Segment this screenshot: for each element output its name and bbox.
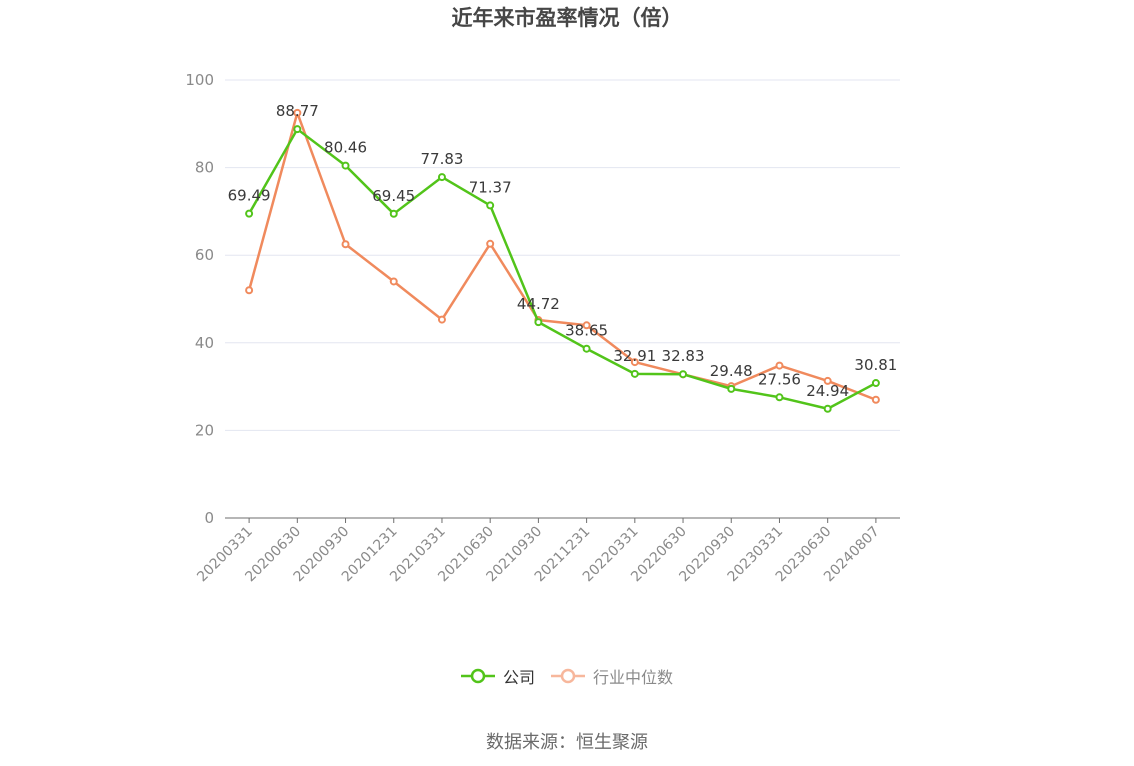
y-tick-label: 80 — [195, 159, 214, 177]
data-label-company: 24.94 — [806, 382, 849, 400]
y-tick-label: 100 — [185, 71, 214, 89]
data-label-company: 38.65 — [565, 322, 608, 340]
data-point-industry-median — [775, 361, 784, 370]
data-point-company — [775, 393, 784, 402]
legend-line-circle-icon — [460, 668, 495, 684]
data-point-company — [293, 125, 302, 134]
data-point-industry-median — [293, 108, 302, 117]
data-label-company: 88.77 — [276, 102, 319, 120]
data-label-company: 69.45 — [372, 187, 415, 205]
data-label-company: 69.49 — [228, 187, 271, 205]
data-label-company: 27.56 — [758, 370, 801, 388]
data-point-company — [727, 384, 736, 393]
data-point-company — [679, 370, 688, 379]
legend-line-circle-icon — [551, 668, 585, 684]
data-point-company — [341, 161, 350, 170]
y-tick-label: 20 — [195, 421, 214, 439]
data-label-company: 32.91 — [613, 347, 656, 365]
series-lines — [245, 108, 880, 413]
chart-legend: 公司 行业中位数 — [0, 664, 1134, 688]
data-label-company: 77.83 — [420, 150, 463, 168]
legend-item-industry-median[interactable]: 行业中位数 — [551, 664, 673, 688]
data-point-industry-median — [341, 240, 350, 249]
data-point-industry-median — [437, 315, 446, 324]
y-tick-label: 0 — [204, 509, 214, 527]
data-point-company — [389, 209, 398, 218]
data-label-company: 30.81 — [854, 356, 897, 374]
data-point-industry-median — [245, 286, 254, 295]
legend-label: 公司 — [502, 668, 535, 687]
data-point-industry-median — [486, 239, 495, 248]
data-point-company — [486, 201, 495, 210]
series-line-industry-median — [247, 111, 877, 401]
data-label-company: 32.83 — [662, 347, 705, 365]
data-point-industry-median — [871, 395, 880, 404]
data-point-company — [534, 318, 543, 327]
chart-title: 近年来市盈率情况（倍） — [451, 6, 683, 30]
data-point-company — [823, 404, 832, 413]
data-point-industry-median — [582, 321, 591, 330]
axes: 0204060801002020033120200630202009302020… — [185, 71, 900, 585]
legend-item-company[interactable]: 公司 — [460, 664, 535, 688]
y-tick-label: 60 — [195, 246, 214, 264]
data-label-company: 71.37 — [469, 178, 512, 196]
data-point-company — [245, 209, 254, 218]
legend-label: 行业中位数 — [593, 668, 674, 687]
source-note: 数据来源：恒生聚源 — [486, 732, 648, 753]
data-point-industry-median — [823, 376, 832, 385]
data-point-company — [582, 344, 591, 353]
data-point-industry-median — [389, 277, 398, 286]
y-tick-label: 40 — [195, 334, 214, 352]
data-labels: 69.49 88.77 80.46 69.45 77.83 71.37 44.72 38.65… — [228, 102, 898, 400]
data-point-company — [437, 173, 446, 182]
series-line-company — [248, 127, 877, 411]
data-label-company: 80.46 — [324, 139, 367, 157]
data-point-industry-median — [630, 358, 639, 367]
grid-lines — [225, 79, 900, 431]
data-label-company: 44.72 — [517, 295, 560, 313]
data-point-company — [871, 379, 880, 388]
data-point-company — [630, 369, 639, 378]
data-label-company: 29.48 — [710, 362, 753, 380]
